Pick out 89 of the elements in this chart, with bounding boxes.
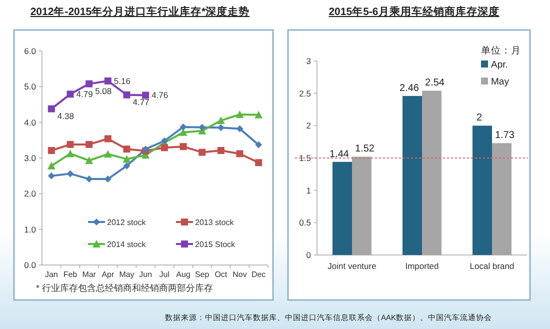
legend-label: 2015 Stock: [195, 240, 236, 249]
data-label: 2.54: [425, 78, 445, 89]
x-tick-label: Apr: [102, 270, 114, 279]
point: [236, 125, 244, 132]
y-tick-label: 0: [306, 250, 312, 260]
bar: [402, 96, 422, 255]
point: [104, 77, 112, 84]
x-tick-label: Mar: [82, 270, 96, 279]
data-label: 4.38: [57, 110, 74, 121]
point: [217, 147, 224, 154]
bar: [422, 90, 442, 255]
data-label: 4.79: [76, 89, 94, 100]
bar: [472, 126, 492, 255]
x-tick-label: Joint venture: [328, 261, 377, 271]
data-label: 5.08: [95, 86, 112, 96]
x-tick-label: Aug: [176, 270, 190, 279]
point: [66, 150, 74, 158]
data-label: 2.46: [400, 82, 420, 94]
x-tick-label: Jun: [139, 270, 152, 279]
y-tick-label: 2.5: [299, 88, 312, 98]
data-label: 4.76: [152, 90, 168, 100]
point: [48, 147, 55, 154]
legend-label: Apr.: [491, 59, 508, 70]
point: [66, 170, 74, 178]
y-tick-label: 2: [306, 120, 312, 131]
point: [104, 135, 112, 142]
legend-label: 2013 stock: [195, 218, 235, 227]
point: [123, 91, 130, 98]
data-label: 2: [476, 112, 482, 124]
point: [86, 140, 93, 148]
legend-title: 单位：月: [481, 44, 521, 56]
point: [217, 124, 224, 132]
text: * 行业库存包含总经销商和经销商两部分库存: [36, 283, 214, 293]
y-tick-label: 4.0: [24, 117, 36, 128]
data-label: 1.52: [355, 144, 375, 155]
y-tick-label: 3.0: [24, 152, 36, 163]
data-label: 5.16: [114, 76, 131, 86]
data-label: 1.73: [495, 130, 515, 142]
bar: [492, 143, 512, 255]
y-tick-label: 5.0: [24, 82, 36, 92]
point: [85, 156, 94, 164]
point: [254, 110, 263, 118]
x-tick-label: Jul: [159, 270, 170, 279]
x-tick-label: Local brand: [470, 261, 514, 271]
x-tick-label: Sep: [194, 270, 210, 279]
point: [255, 159, 262, 166]
y-tick-label: 6.0: [24, 46, 36, 56]
y-tick-label: 0.5: [299, 218, 312, 228]
bar: [332, 162, 352, 255]
legend-label: May: [491, 76, 510, 88]
data-label: 1.44: [330, 148, 350, 160]
x-tick-label: Jan: [44, 270, 58, 279]
point: [123, 146, 130, 153]
y-tick-label: 1.0: [24, 224, 36, 234]
y-tick-label: 2.0: [24, 188, 36, 199]
chart-title: 2012年-2015年分月进口车行业库存*深度走势: [30, 5, 250, 18]
point: [255, 141, 262, 148]
x-tick-label: Imported: [405, 261, 440, 271]
x-tick-label: Oct: [214, 270, 228, 279]
point: [216, 116, 225, 124]
point: [104, 150, 112, 158]
point: [236, 110, 244, 118]
point: [198, 124, 206, 131]
bar: [352, 156, 372, 255]
point: [160, 144, 168, 152]
x-tick-label: May: [119, 270, 134, 279]
y-tick-label: 1: [306, 185, 312, 196]
point: [198, 148, 206, 156]
chart-title: 2015年5-6月乘用车经销商库存深度: [328, 5, 500, 18]
y-tick-label: 0.0: [24, 260, 36, 270]
point: [122, 155, 131, 163]
point: [123, 162, 130, 170]
point: [48, 172, 55, 180]
point: [66, 140, 74, 148]
point: [48, 105, 55, 112]
data-label: 4.77: [132, 96, 150, 107]
point: [66, 90, 74, 98]
legend-label: 2012 stock: [107, 218, 147, 227]
x-tick-label: Nov: [232, 270, 247, 279]
point: [47, 162, 56, 170]
point: [236, 150, 244, 158]
y-tick-label: 3: [306, 56, 312, 66]
point: [142, 92, 150, 99]
point: [180, 123, 187, 130]
x-tick-label: Feb: [63, 270, 78, 279]
x-tick-label: Dec: [251, 270, 266, 279]
point: [86, 80, 93, 88]
point: [180, 143, 187, 150]
legend-label: 2014 stock: [107, 240, 147, 249]
